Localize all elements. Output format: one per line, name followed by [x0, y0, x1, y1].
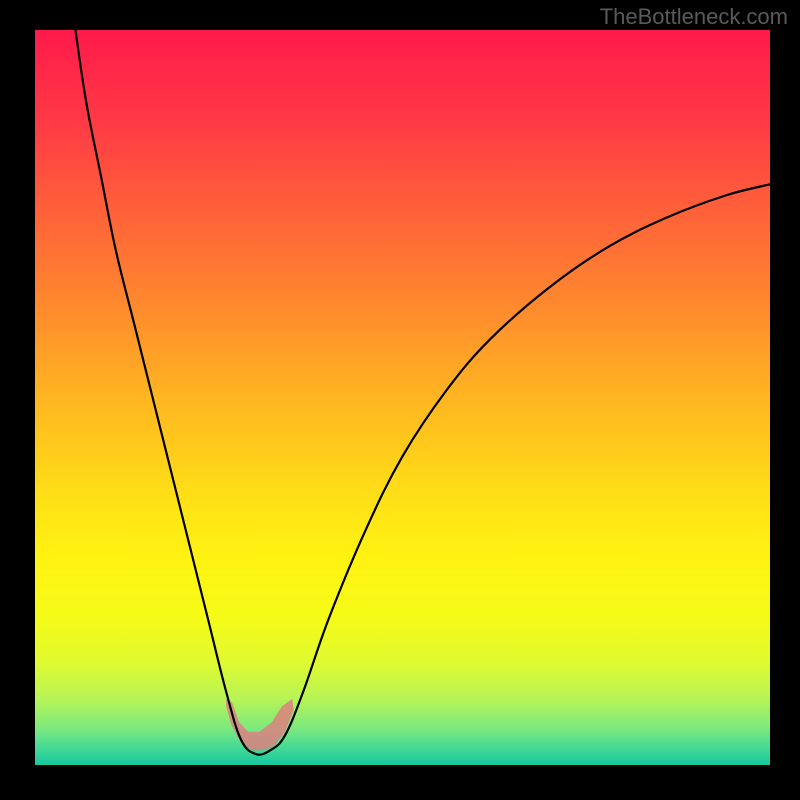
chart-container: TheBottleneck.com — [0, 0, 800, 800]
watermark-text: TheBottleneck.com — [600, 4, 788, 30]
bottleneck-chart — [0, 0, 800, 800]
